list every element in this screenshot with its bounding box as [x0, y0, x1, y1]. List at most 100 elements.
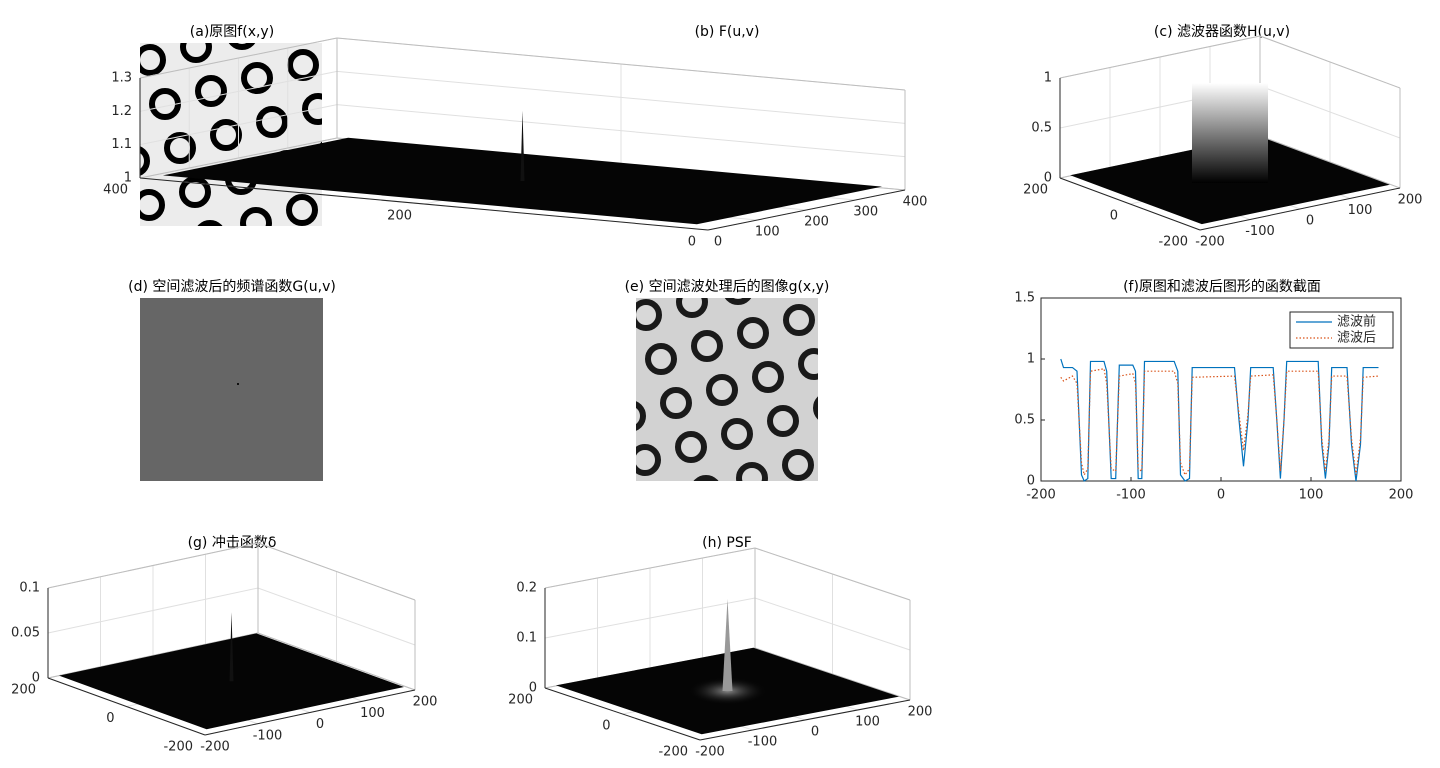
ring	[275, 8, 301, 34]
legend-label: 滤波后	[1337, 331, 1376, 346]
ring	[557, 227, 583, 253]
ring	[923, 413, 949, 439]
ring	[706, 374, 738, 406]
ring	[241, 62, 273, 94]
ring	[45, 73, 71, 99]
y-tick-label: 200	[1023, 183, 1048, 198]
ring	[846, 483, 872, 509]
ring	[800, 496, 826, 522]
y-tick-label: 0	[602, 719, 610, 734]
ring	[984, 444, 1010, 470]
ring	[15, 0, 41, 11]
ring	[540, 473, 566, 499]
ring	[572, 271, 598, 297]
ring	[570, 561, 596, 587]
ring	[428, 13, 454, 39]
ring	[892, 470, 918, 496]
chart-title: (h) PSF	[702, 535, 752, 551]
ring	[636, 299, 662, 331]
x-tick-label: 100	[360, 706, 385, 721]
ring	[798, 348, 818, 380]
ring	[286, 194, 318, 226]
y-tick-label: 0	[1110, 209, 1118, 224]
ring	[214, 0, 240, 3]
ring	[680, 144, 706, 170]
x-axis	[699, 699, 911, 741]
y-tick-label: 200	[508, 693, 533, 708]
x-tick-label: 0	[1217, 488, 1225, 503]
ring	[168, 0, 194, 16]
ring	[60, 117, 86, 143]
ring	[350, 228, 376, 254]
image-d-dot	[237, 383, 239, 385]
ring	[645, 343, 677, 375]
z-tick-label: 1	[124, 171, 132, 186]
ring	[877, 426, 903, 452]
y-tick-label: 200	[387, 209, 412, 224]
chart-title: (a)原图f(x,y)	[190, 24, 274, 40]
ring	[726, 131, 752, 157]
ring	[367, 0, 393, 8]
x-tick-label: -200	[695, 745, 725, 760]
y-axis	[1059, 177, 1201, 231]
ring	[89, 350, 115, 376]
ring	[122, 3, 148, 29]
ring	[511, 240, 537, 266]
ring	[412, 114, 438, 140]
ring	[662, 535, 688, 561]
y-tick-label: 200	[11, 683, 36, 698]
z-tick-label: 1	[1044, 71, 1052, 86]
ring	[105, 249, 131, 275]
ring	[228, 43, 256, 50]
box-edge	[1259, 135, 1401, 189]
chart-title: (c) 滤波器函数H(u,v)	[1154, 24, 1290, 40]
x-tick-label: 200	[1398, 193, 1423, 208]
ring	[0, 86, 25, 112]
chart-title: (f)原图和滤波后图形的函数截面	[1123, 279, 1321, 295]
ring	[847, 338, 873, 364]
ring	[752, 361, 784, 393]
box-edge	[139, 37, 338, 79]
ring	[411, 259, 437, 285]
ring	[862, 382, 888, 408]
ring	[480, 297, 506, 323]
ring	[861, 527, 887, 553]
ring	[179, 176, 211, 208]
x-axis	[707, 189, 906, 231]
y-tick-label: 0	[106, 711, 114, 726]
y-tick-label: 1	[1027, 352, 1035, 367]
x-tick-label: -200	[1195, 235, 1225, 250]
x-axis	[204, 689, 416, 736]
ring	[140, 44, 166, 76]
box-edge	[139, 137, 338, 179]
y-tick-label: -200	[1158, 235, 1188, 250]
ring	[59, 262, 85, 288]
ring	[736, 462, 768, 481]
x-tick-label: 200	[908, 705, 933, 720]
ring	[195, 75, 227, 107]
x-tick-label: -100	[748, 735, 778, 750]
box-edge	[544, 547, 756, 589]
box-edge	[754, 547, 911, 601]
legend-label: 滤波前	[1337, 314, 1376, 330]
z-grid-line	[544, 547, 911, 601]
ring	[571, 416, 597, 442]
x-tick-label: -100	[253, 728, 283, 743]
ring	[443, 57, 469, 83]
ring	[526, 284, 552, 310]
z-tick-label: 0.05	[11, 626, 40, 641]
y-tick-label: 1.5	[1014, 291, 1035, 306]
ring	[140, 146, 150, 176]
ring	[636, 401, 646, 431]
z-tick-label: 0	[529, 681, 537, 696]
box-edge	[1059, 35, 1261, 79]
ring	[555, 517, 581, 543]
ring	[556, 372, 582, 398]
ring	[833, 149, 859, 175]
ring	[864, 92, 890, 118]
x-tick-label: -100	[1116, 488, 1146, 503]
ring	[351, 83, 377, 109]
line-series	[1060, 368, 1379, 477]
ring	[587, 315, 613, 341]
